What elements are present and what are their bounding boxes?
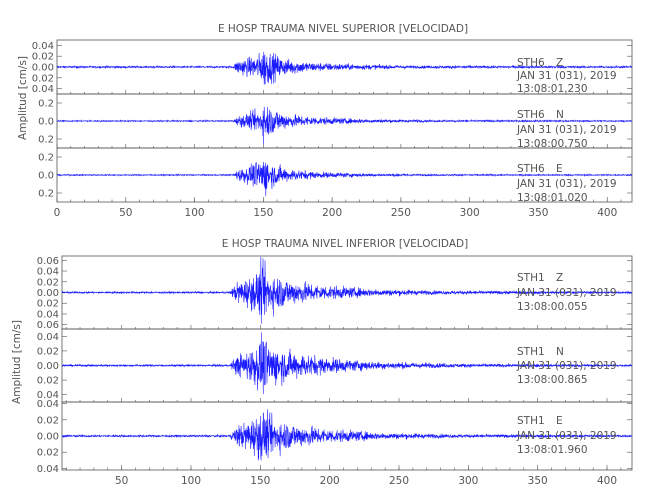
x-tick-label: 50	[119, 207, 132, 219]
y-tick-label: 0.00	[37, 288, 59, 299]
trace-panel-sth1-n: 0.04 0.02 0.00 0.02 0.04 STH1 N JAN 31 (031)…	[37, 328, 633, 403]
trace-panel-sth1-e: 0.04 0.02 0.00 0.02 0.04 STH1 E JAN 31 (031)…	[37, 399, 633, 475]
y-tick-label: 0.04	[32, 41, 54, 52]
y-tick-label: 0.02	[32, 73, 54, 84]
station-component-label: STH6	[517, 109, 545, 121]
record-start-time: 13:08:00.865	[517, 374, 588, 386]
x-tick-label: 100	[181, 475, 201, 487]
chart-title: E HOSP TRAUMA NIVEL SUPERIOR [VELOCIDAD]	[218, 23, 468, 35]
y-tick-label: 0.2	[38, 135, 54, 146]
station-component-label: STH1	[517, 272, 545, 284]
component-label: N	[556, 109, 564, 121]
y-axis: 0.04 0.02 0.00 0.02 0.04	[37, 332, 632, 401]
record-date: JAN 31 (031), 2019	[516, 124, 617, 136]
y-axis-label: Amplitud [cm/s]	[11, 320, 23, 404]
trace-panel-sth6-n: 0.2 0.0 0.2 STH6 N JAN 31 (031), 2019 13:0…	[38, 93, 633, 150]
y-tick-label: 0.04	[37, 390, 59, 401]
component-label: N	[556, 346, 564, 358]
x-tick-label: 400	[597, 475, 617, 487]
x-tick-label: 300	[460, 207, 480, 219]
y-tick-label: 0.04	[37, 267, 59, 278]
y-tick-label: 0.00	[37, 432, 59, 443]
waveform-trace	[56, 106, 633, 144]
component-label: Z	[556, 272, 563, 284]
chart-title: E HOSP TRAUMA NIVEL INFERIOR [VELOCIDAD]	[222, 238, 468, 250]
y-tick-label: 0.04	[37, 399, 59, 410]
station-component-label: STH1	[517, 415, 545, 427]
y-tick-label: 0.02	[37, 346, 59, 357]
x-tick-label: 350	[528, 207, 548, 219]
x-axis: 50 100 150 200 250 300 350 400	[65, 465, 622, 487]
x-tick-label: 250	[391, 207, 411, 219]
station-component-label: STH6	[517, 57, 545, 69]
y-tick-label: 0.00	[37, 361, 59, 372]
record-date: JAN 31 (031), 2019	[516, 178, 617, 190]
y-axis: 0.060.040.020.000.020.040.06	[37, 256, 632, 331]
y-tick-label: 0.04	[37, 464, 59, 475]
record-date: JAN 31 (031), 2019	[516, 430, 617, 442]
x-tick-label: 50	[115, 475, 128, 487]
chart-nivel-inferior: E HOSP TRAUMA NIVEL INFERIOR [VELOCIDAD]…	[11, 238, 633, 487]
trace-panel-sth1-z: 0.060.040.020.000.020.040.06 STH1 Z JAN …	[37, 255, 633, 331]
trace-panel-sth6-z: 0.040.020.000.020.04 STH6 Z JAN 31 (031)…	[32, 39, 633, 95]
y-tick-label: 0.2	[38, 189, 54, 200]
record-date: JAN 31 (031), 2019	[516, 287, 617, 299]
x-tick-label: 200	[322, 207, 342, 219]
station-component-label: STH6	[517, 163, 545, 175]
y-tick-label: 0.0	[38, 171, 54, 182]
component-label: E	[556, 163, 563, 175]
y-tick-label: 0.04	[32, 84, 54, 95]
y-tick-label: 0.02	[37, 277, 59, 288]
record-date: JAN 31 (031), 2019	[516, 360, 617, 372]
chart-nivel-superior: E HOSP TRAUMA NIVEL SUPERIOR [VELOCIDAD]…	[17, 23, 633, 219]
record-start-time: 13:08:01.020	[517, 192, 588, 204]
y-tick-label: 0.02	[37, 448, 59, 459]
x-tick-label: 300	[458, 475, 478, 487]
y-tick-label: 0.2	[38, 153, 54, 164]
x-tick-label: 400	[597, 207, 617, 219]
record-date: JAN 31 (031), 2019	[516, 70, 617, 82]
waveform-trace	[56, 51, 633, 85]
y-tick-label: 0.04	[37, 332, 59, 343]
waveform-trace	[56, 161, 633, 196]
x-tick-label: 0	[54, 207, 61, 219]
record-start-time: 13:08:01.230	[517, 83, 588, 95]
y-tick-label: 0.2	[38, 99, 54, 110]
x-tick-label: 150	[253, 207, 273, 219]
x-tick-label: 150	[250, 475, 270, 487]
record-start-time: 13:08:00.750	[517, 138, 588, 150]
waveform-trace	[61, 256, 633, 324]
y-tick-label: 0.02	[37, 415, 59, 426]
station-component-label: STH1	[517, 346, 545, 358]
record-start-time: 13:08:00.055	[517, 301, 588, 313]
x-tick-label: 100	[185, 207, 205, 219]
x-tick-label: 350	[528, 475, 548, 487]
y-axis-label: Amplitud [cm/s]	[17, 56, 29, 140]
y-tick-label: 0.02	[37, 376, 59, 387]
x-tick-label: 250	[389, 475, 409, 487]
waveform-trace	[61, 409, 633, 461]
y-tick-label: 0.04	[37, 309, 59, 320]
y-tick-label: 0.02	[37, 299, 59, 310]
x-tick-label: 200	[320, 475, 340, 487]
y-tick-label: 0.06	[37, 256, 59, 267]
y-tick-label: 0.00	[32, 63, 54, 74]
y-tick-label: 0.0	[38, 117, 54, 128]
record-start-time: 13:08:01.960	[517, 444, 588, 456]
component-label: Z	[556, 57, 563, 69]
trace-panel-sth6-e: 0.2 0.0 0.2 STH6 E JAN 31 (031), 2019 13:0…	[38, 147, 633, 204]
component-label: E	[556, 415, 563, 427]
x-axis: 0 50 100 150 200 250 300 350 400	[54, 197, 622, 219]
y-tick-label: 0.02	[32, 52, 54, 63]
y-tick-label: 0.06	[37, 320, 59, 331]
waveform-trace	[61, 332, 633, 395]
